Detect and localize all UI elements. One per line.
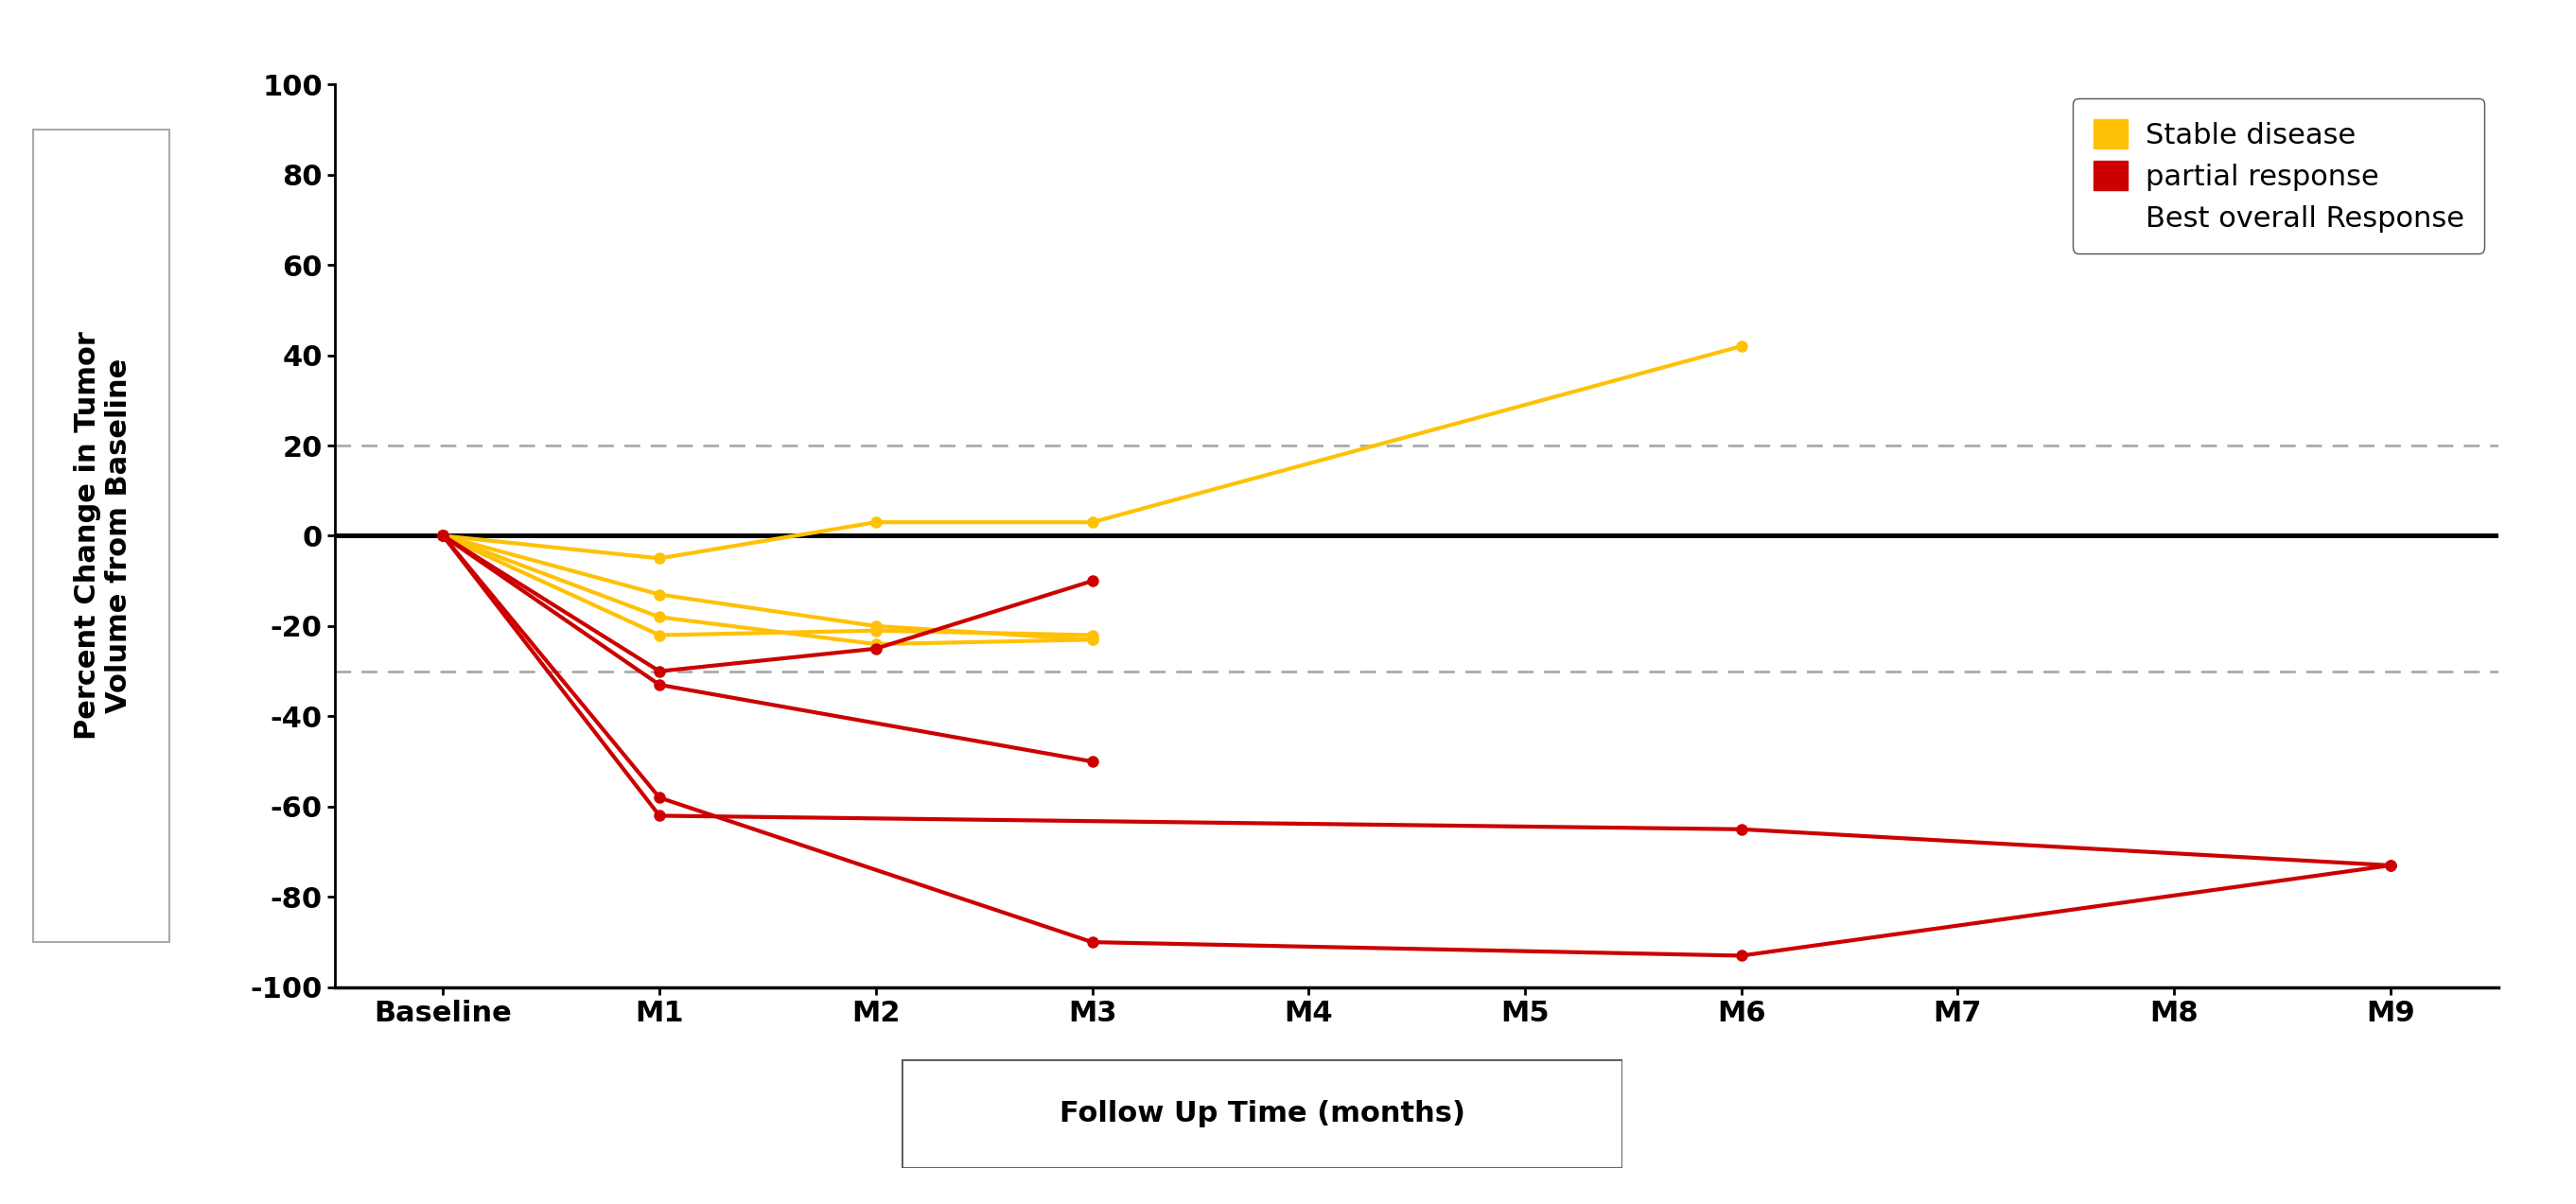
partial response: [860, 642, 891, 656]
Stable disease: [1726, 340, 1757, 354]
Stable disease: [428, 529, 459, 543]
Stable disease: [860, 515, 891, 530]
partial response: [644, 665, 675, 679]
FancyBboxPatch shape: [33, 130, 170, 942]
Legend: Stable disease, partial response, Best overall Response: Stable disease, partial response, Best o…: [2074, 99, 2483, 253]
Stable disease: [644, 551, 675, 566]
Line: partial response: partial response: [438, 531, 1097, 677]
FancyBboxPatch shape: [902, 1060, 1623, 1168]
Text: Percent Change in Tumor
Volume from Baseline: Percent Change in Tumor Volume from Base…: [75, 331, 131, 740]
partial response: [428, 529, 459, 543]
Line: Stable disease: Stable disease: [438, 341, 1747, 563]
Stable disease: [1077, 515, 1108, 530]
Text: Follow Up Time (months): Follow Up Time (months): [1059, 1100, 1466, 1127]
partial response: [1077, 574, 1108, 589]
